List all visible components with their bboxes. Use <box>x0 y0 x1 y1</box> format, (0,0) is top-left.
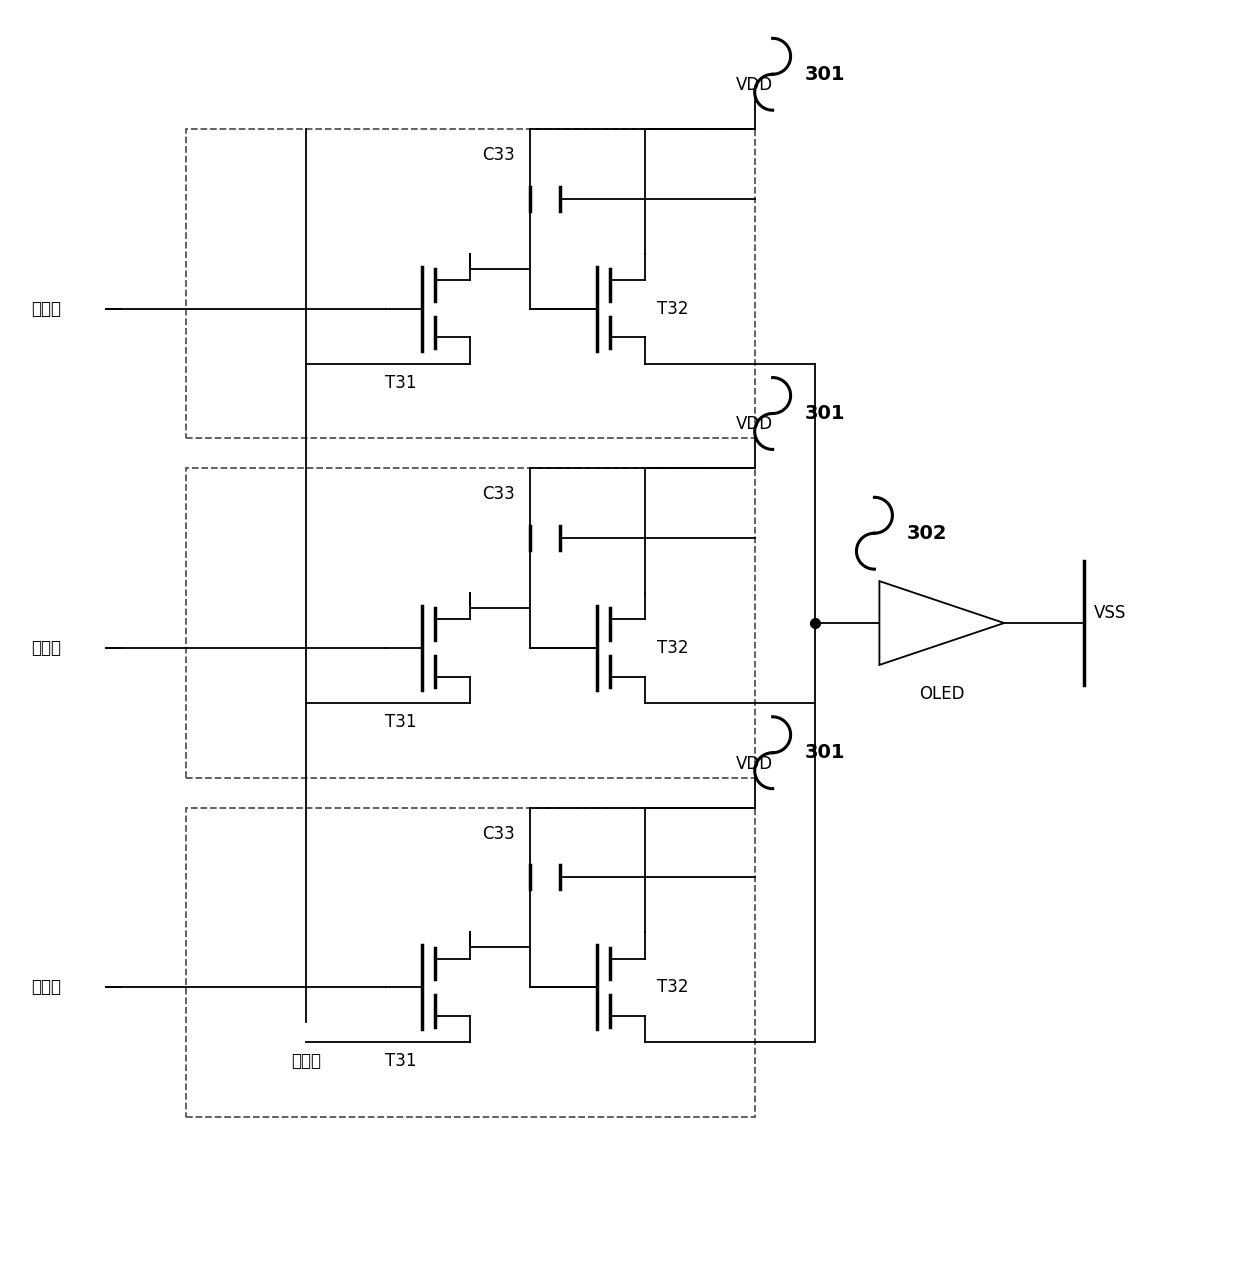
Text: 扫描线: 扫描线 <box>31 299 61 318</box>
Text: VDD: VDD <box>737 415 774 433</box>
Text: C33: C33 <box>482 485 516 503</box>
Text: VSS: VSS <box>1094 605 1126 622</box>
Text: VDD: VDD <box>737 76 774 94</box>
Text: VDD: VDD <box>737 755 774 773</box>
Bar <box>186 468 755 778</box>
Text: T31: T31 <box>384 713 417 731</box>
Text: OLED: OLED <box>919 685 965 703</box>
Text: T31: T31 <box>384 1051 417 1071</box>
Text: 301: 301 <box>805 743 846 763</box>
Text: 数据线: 数据线 <box>290 1051 321 1071</box>
Text: 扫描线: 扫描线 <box>31 639 61 657</box>
Text: C33: C33 <box>482 146 516 164</box>
Text: T31: T31 <box>384 373 417 392</box>
Text: 301: 301 <box>805 65 846 84</box>
Text: T32: T32 <box>657 978 688 997</box>
Text: C33: C33 <box>482 825 516 843</box>
Text: T32: T32 <box>657 639 688 657</box>
Text: 扫描线: 扫描线 <box>31 978 61 997</box>
Bar <box>186 807 755 1116</box>
Text: 302: 302 <box>906 523 947 542</box>
Text: 301: 301 <box>805 404 846 423</box>
Bar <box>186 129 755 438</box>
Text: T32: T32 <box>657 299 688 318</box>
